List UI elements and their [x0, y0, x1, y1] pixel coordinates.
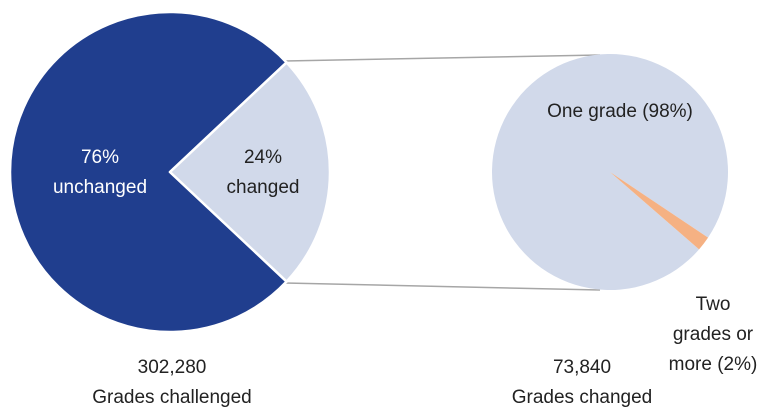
pie-slice [8, 10, 288, 334]
total: 73,840 [552, 357, 612, 378]
connector [284, 282, 601, 291]
subtitle: Grades changed [511, 387, 653, 408]
slice-label: Two grades or more (2%) [668, 290, 758, 380]
value-label: (98%) [642, 101, 693, 122]
category-label: changed [226, 177, 300, 198]
category-label: Two grades or more [668, 294, 754, 375]
total: 302,280 [137, 357, 207, 378]
slice-label: One grade (98%) [547, 97, 693, 127]
connector [284, 54, 601, 62]
total-block: 302,280 Grades challenged [92, 353, 252, 411]
slice-label: 76% unchanged [53, 143, 147, 203]
value-label: 24% [243, 147, 283, 168]
category-label: unchanged [52, 177, 148, 198]
subtitle: Grades challenged [92, 387, 252, 408]
pie-slice [168, 61, 332, 283]
slice-label: 24% changed [227, 143, 300, 203]
value-label: 76% [80, 147, 120, 168]
total-block: 73,840 Grades changed [512, 353, 653, 411]
category-label: One grade [547, 101, 637, 122]
pie-slice [610, 172, 709, 250]
pie-slice [491, 53, 728, 290]
value-label: (2%) [717, 354, 758, 375]
